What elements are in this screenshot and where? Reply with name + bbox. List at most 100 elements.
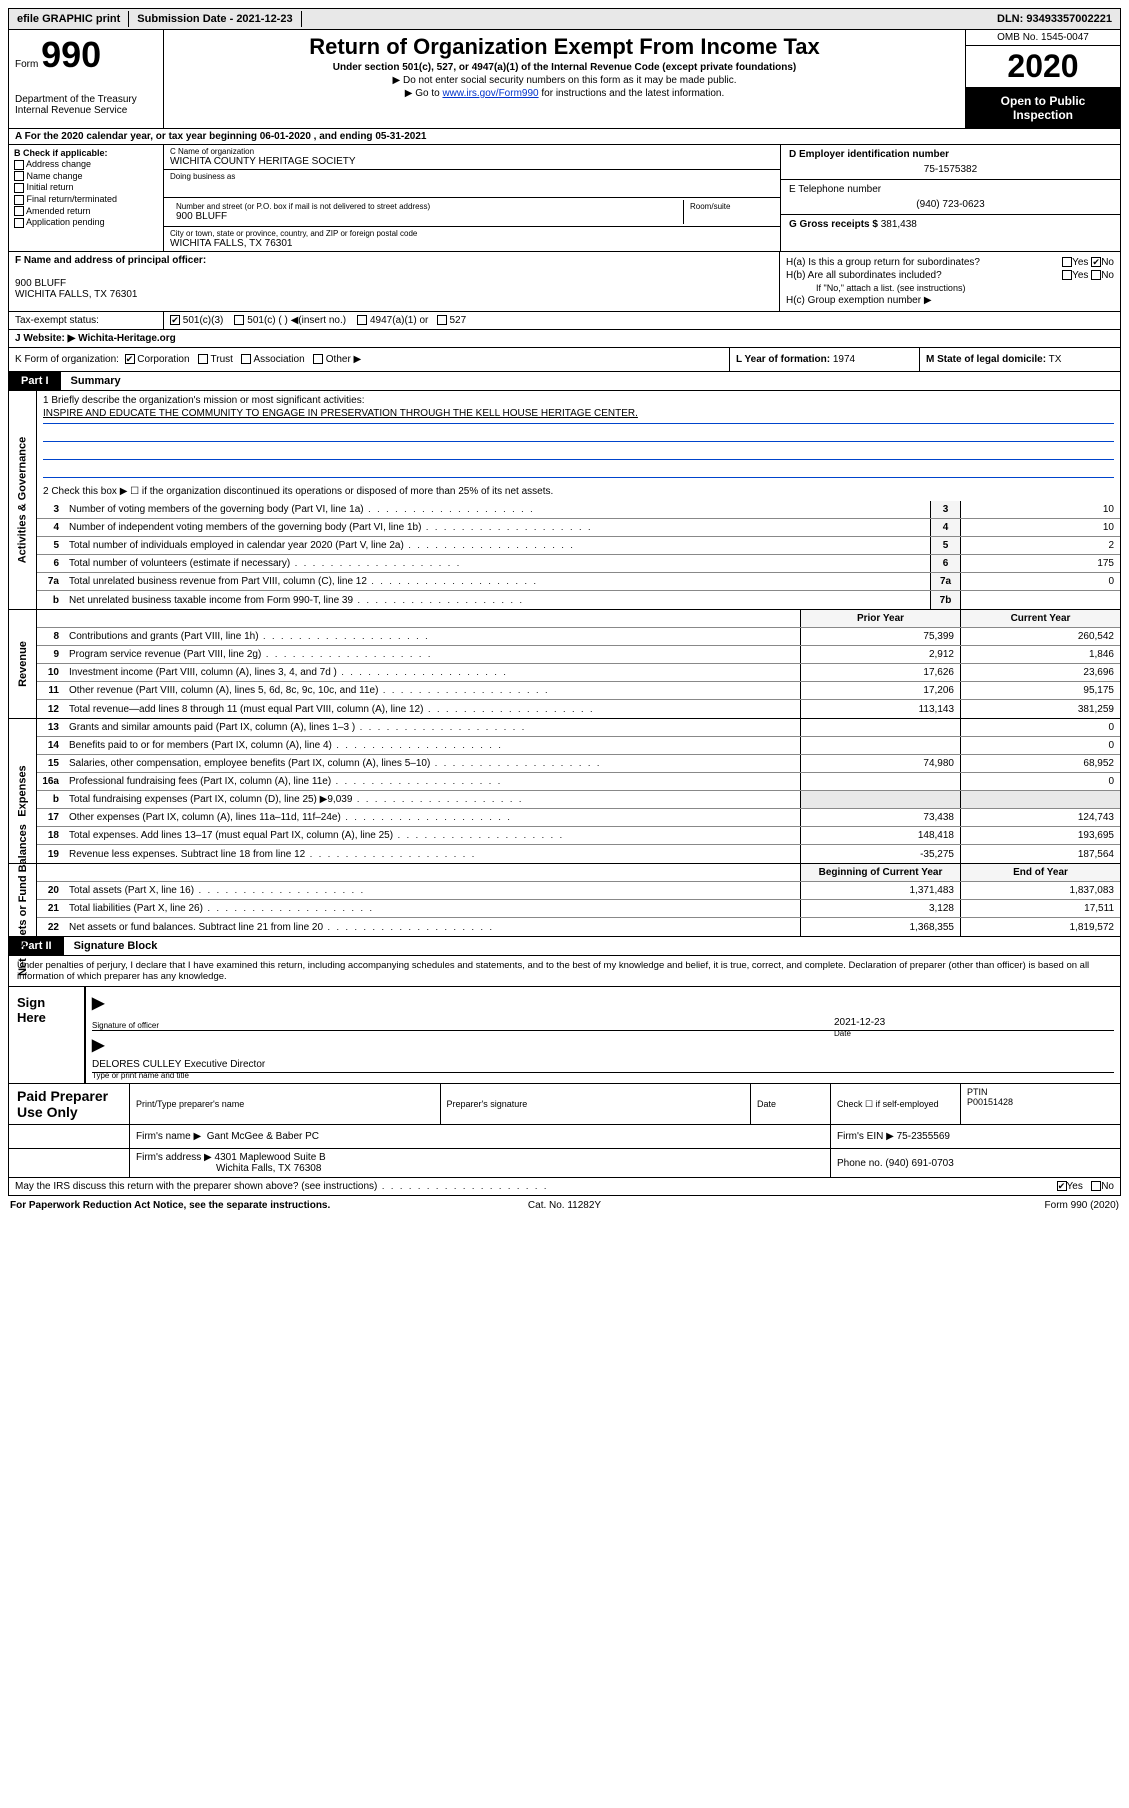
prior-value: 74,980	[800, 755, 960, 772]
gov-row: 5Total number of individuals employed in…	[37, 537, 1120, 555]
part-i-header: Part I Summary	[8, 372, 1121, 391]
city-value: WICHITA FALLS, TX 76301	[170, 238, 774, 249]
firm-addr-cell: Firm's address ▶ 4301 Maplewood Suite B …	[129, 1149, 830, 1177]
cb-initial-return[interactable]: Initial return	[14, 182, 158, 193]
beg-year-hdr: Beginning of Current Year	[800, 864, 960, 881]
current-value: 1,837,083	[960, 882, 1120, 899]
cb-name-change[interactable]: Name change	[14, 171, 158, 182]
firm-addr2: Wichita Falls, TX 76308	[136, 1163, 321, 1174]
firm-phone: (940) 691-0703	[885, 1158, 953, 1169]
line-desc: Total revenue—add lines 8 through 11 (mu…	[65, 702, 800, 717]
line-num: 20	[37, 885, 65, 896]
gov-row: 6Total number of volunteers (estimate if…	[37, 555, 1120, 573]
subtitle-2: ▶ Do not enter social security numbers o…	[174, 75, 955, 86]
efile-label[interactable]: efile GRAPHIC print	[9, 11, 129, 27]
prior-value: 148,418	[800, 827, 960, 844]
discuss-row: May the IRS discuss this return with the…	[8, 1178, 1121, 1196]
cb-corp[interactable]	[125, 354, 135, 364]
curr-year-hdr: Current Year	[960, 610, 1120, 627]
data-row: 13Grants and similar amounts paid (Part …	[37, 719, 1120, 737]
prior-value	[800, 791, 960, 808]
cb-final-return[interactable]: Final return/terminated	[14, 194, 158, 205]
line-num: 5	[37, 540, 65, 551]
dln-label: DLN: 93493357002221	[989, 11, 1120, 27]
governance-section: Activities & Governance 1 Briefly descri…	[8, 391, 1121, 610]
irs-label: Internal Revenue Service	[15, 105, 157, 116]
page-footer: For Paperwork Reduction Act Notice, see …	[8, 1196, 1121, 1215]
box-de: D Employer identification number 75-1575…	[780, 145, 1120, 251]
box-m: M State of legal domicile: TX	[920, 348, 1120, 371]
ein-value: 75-1575382	[789, 164, 1112, 175]
cb-527[interactable]	[437, 315, 447, 325]
f-h-row: F Name and address of principal officer:…	[8, 251, 1121, 312]
line-num: 8	[37, 631, 65, 642]
line-desc: Program service revenue (Part VIII, line…	[65, 647, 800, 662]
sign-here-block: Sign Here ▶ Signature of officer 2021-12…	[8, 987, 1121, 1084]
current-value: 260,542	[960, 628, 1120, 645]
cb-4947[interactable]	[357, 315, 367, 325]
cb-other[interactable]	[313, 354, 323, 364]
cb-discuss-yes[interactable]	[1057, 1181, 1067, 1191]
print-name-label: Print/Type preparer's name	[129, 1084, 440, 1124]
org-name-label: C Name of organization	[170, 147, 774, 156]
revenue-section: Revenue Prior Year Current Year 8Contrib…	[8, 610, 1121, 719]
cb-501c3[interactable]	[170, 315, 180, 325]
self-employed-check[interactable]: Check ☐ if self-employed	[830, 1084, 960, 1124]
data-row: 11Other revenue (Part VIII, column (A), …	[37, 682, 1120, 700]
line-value	[960, 591, 1120, 609]
ptin-cell: PTINP00151428	[960, 1084, 1120, 1124]
firm-phone-cell: Phone no. (940) 691-0703	[830, 1149, 1120, 1177]
current-value: 95,175	[960, 682, 1120, 699]
part-ii-title: Signature Block	[64, 940, 158, 952]
line-box: 6	[930, 555, 960, 572]
line-2: 2 Check this box ▶ ☐ if the organization…	[37, 482, 1120, 501]
pra-notice: For Paperwork Reduction Act Notice, see …	[10, 1200, 380, 1211]
website-value: Wichita-Heritage.org	[78, 333, 176, 344]
cb-amended[interactable]: Amended return	[14, 206, 158, 217]
prior-value	[800, 737, 960, 754]
cb-discuss-no[interactable]	[1091, 1181, 1101, 1191]
revenue-header: Prior Year Current Year	[37, 610, 1120, 628]
h-b-note: If "No," attach a list. (see instruction…	[786, 283, 1114, 293]
website-row: J Website: ▶ Wichita-Heritage.org	[8, 330, 1121, 348]
cb-501c[interactable]	[234, 315, 244, 325]
form-prefix: Form	[15, 59, 38, 70]
instructions-link[interactable]: www.irs.gov/Form990	[442, 88, 538, 99]
line-desc: Salaries, other compensation, employee b…	[65, 756, 800, 771]
part-ii-header: Part II Signature Block	[8, 937, 1121, 956]
preparer-date-label: Date	[750, 1084, 830, 1124]
data-row: 17Other expenses (Part IX, column (A), l…	[37, 809, 1120, 827]
sign-here-label: Sign Here	[9, 987, 84, 1083]
line-num: 17	[37, 812, 65, 823]
cb-application-pending[interactable]: Application pending	[14, 217, 158, 228]
cb-assoc[interactable]	[241, 354, 251, 364]
data-row: 9Program service revenue (Part VIII, lin…	[37, 646, 1120, 664]
cb-trust[interactable]	[198, 354, 208, 364]
line-num: 10	[37, 667, 65, 678]
city-label: City or town, state or province, country…	[170, 229, 774, 238]
cb-address-change[interactable]: Address change	[14, 159, 158, 170]
line-num: 16a	[37, 776, 65, 787]
expenses-section: Expenses 13Grants and similar amounts pa…	[8, 719, 1121, 864]
line-box: 7a	[930, 573, 960, 590]
gross-label: G Gross receipts $	[789, 219, 878, 230]
prior-value: 17,206	[800, 682, 960, 699]
box-h: H(a) Is this a group return for subordin…	[780, 252, 1120, 311]
prior-value: 1,368,355	[800, 918, 960, 936]
line-num: 18	[37, 830, 65, 841]
arrow-icon: ▶	[92, 1037, 104, 1054]
prior-value: -35,275	[800, 845, 960, 863]
subtitle-3: ▶ Go to www.irs.gov/Form990 for instruct…	[174, 88, 955, 99]
line-desc: Revenue less expenses. Subtract line 18 …	[65, 847, 800, 862]
line-num: b	[37, 794, 65, 805]
side-governance: Activities & Governance	[9, 391, 37, 609]
sig-officer-label: Signature of officer	[92, 1017, 834, 1030]
line-desc: Number of independent voting members of …	[65, 520, 930, 535]
form-number: 990	[41, 34, 101, 75]
line-box: 4	[930, 519, 960, 536]
current-value: 23,696	[960, 664, 1120, 681]
prior-value: 113,143	[800, 700, 960, 718]
h-c: H(c) Group exemption number ▶	[786, 295, 1114, 306]
gross-value: 381,438	[881, 219, 917, 230]
line-num: 14	[37, 740, 65, 751]
